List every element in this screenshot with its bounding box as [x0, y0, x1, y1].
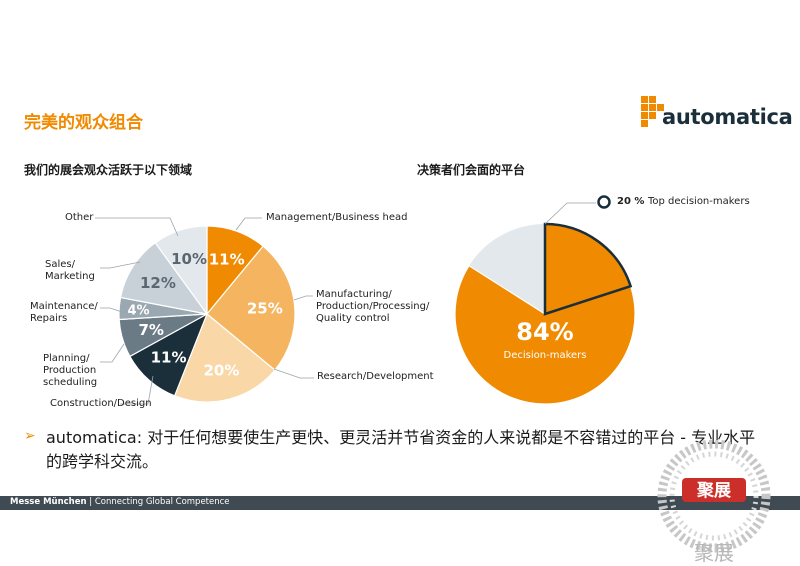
label-research: Research/Development	[317, 371, 434, 382]
pie-value-label-5: 4%	[127, 304, 149, 319]
pie-slice-4	[118, 313, 208, 358]
footer-bar	[0, 496, 800, 510]
pie-slice-3	[129, 312, 209, 397]
pie2-background-slice	[455, 224, 635, 404]
stamp-text: 聚展	[696, 481, 731, 501]
leader-line-6	[100, 261, 141, 269]
label-maintenance-repairs: Maintenance/ Repairs	[30, 301, 98, 324]
pie-slice-6	[119, 241, 209, 315]
label-other: Other	[65, 212, 94, 223]
pie-value-label-4: 7%	[138, 321, 163, 339]
stamp-subtext: 聚展	[694, 541, 734, 565]
leader-line-7	[95, 217, 179, 237]
left-chart-heading: 我们的展会观众活跃于以下领域	[24, 163, 193, 177]
pie-slice-0	[206, 225, 264, 316]
decision-makers-value: 84%	[516, 318, 574, 346]
label-manufacturing: Manufacturing/ Production/Processing/ Qu…	[316, 289, 430, 324]
footer-text: Messe München | Connecting Global Compet…	[10, 497, 230, 507]
footer-separator: |	[89, 497, 93, 507]
leader-line-1	[293, 295, 313, 301]
pie-value-label-0: 11%	[209, 250, 245, 268]
top-decision-makers-marker-icon	[597, 195, 611, 209]
statement-text: automatica: 对于任何想要使生产更快、更灵活并节省资金的人来说都是不容…	[46, 428, 756, 471]
top-decision-makers-value: 20 %	[617, 196, 645, 207]
leader-line-0	[235, 217, 262, 231]
pie-slice-7	[154, 225, 208, 316]
automatica-logo-text: automatica	[662, 105, 793, 129]
bullet-arrow-icon: ➢	[24, 428, 36, 444]
pie-value-label-7: 10%	[171, 250, 207, 268]
label-management: Management/Business head	[266, 212, 408, 223]
top-decision-makers-label: Top decision-makers	[648, 196, 750, 207]
decision-makers-label: Decision-makers	[503, 350, 587, 361]
pie-slice-1	[206, 245, 296, 371]
pie-value-label-2: 20%	[203, 361, 239, 379]
pie-value-label-3: 11%	[151, 349, 187, 367]
pie2-top-decision-makers-slice	[543, 222, 633, 316]
right-chart-heading: 决策者们会面的平台	[417, 163, 526, 177]
label-sales-marketing: Sales/ Marketing	[45, 259, 95, 282]
pie-value-label-1: 25%	[247, 300, 283, 318]
label-construction: Construction/Design	[50, 398, 152, 409]
pie-slice-2	[173, 313, 276, 403]
footer-tagline: Connecting Global Competence	[94, 497, 230, 507]
pie2-leader-line	[544, 202, 596, 225]
watermark-stamp: 聚展 聚展	[657, 440, 771, 565]
label-planning: Planning/ Production scheduling	[43, 353, 98, 388]
automatica-logo-icon	[641, 96, 664, 127]
pie2-decision-makers-slice	[454, 223, 636, 405]
page-title: 完美的观众组合	[24, 113, 143, 133]
pie-value-label-6: 12%	[140, 274, 176, 292]
pie-slice-5	[118, 296, 208, 321]
leader-line-2	[273, 368, 314, 379]
footer-brand: Messe München	[10, 497, 87, 507]
